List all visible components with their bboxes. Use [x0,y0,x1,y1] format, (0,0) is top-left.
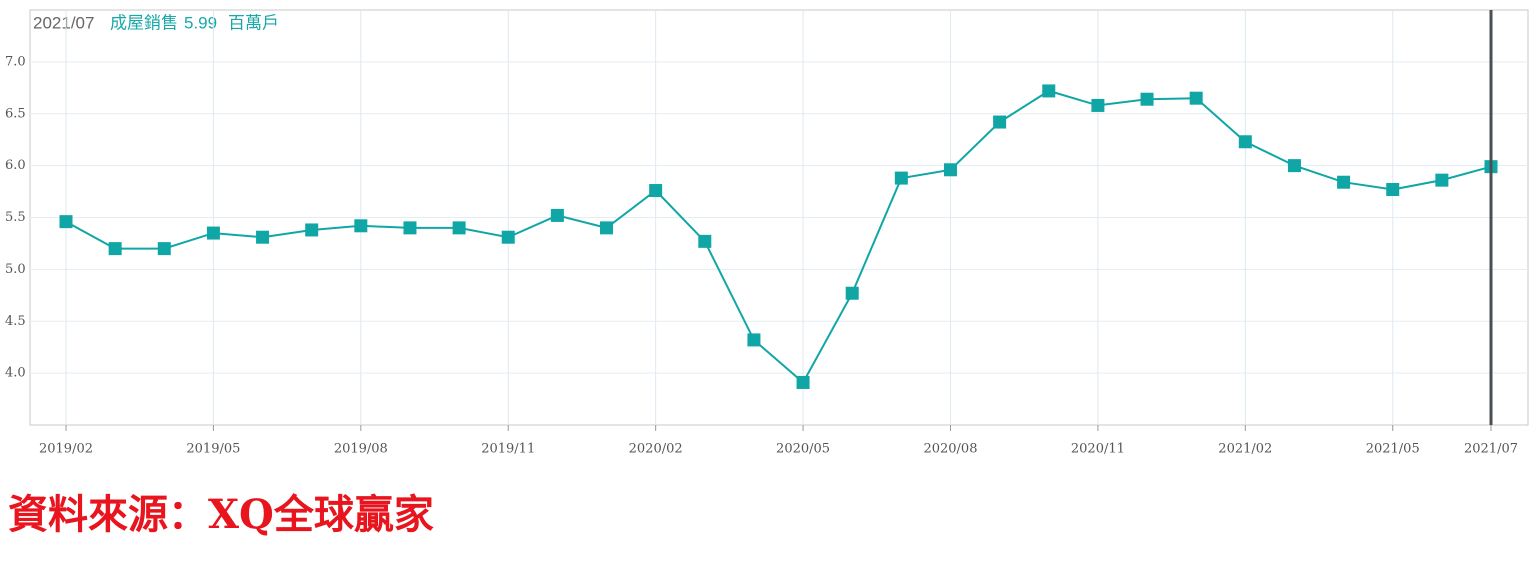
point [747,333,761,347]
x-tick-label: 2020/08 [923,442,977,457]
x-tick-label: 2021/02 [1218,442,1272,457]
y-tick-label: 6.0 [5,158,26,173]
point [649,184,663,198]
point [256,230,270,244]
y-tick-label: 4.0 [5,366,26,381]
point [1337,175,1351,189]
point [1140,92,1154,106]
point [157,242,171,256]
point [59,215,73,229]
point [1287,159,1301,173]
x-tick-label: 2019/02 [39,442,93,457]
source: 資料來源：XQ全球贏家 [8,491,434,538]
point [894,171,908,185]
x-tick-label: 2020/05 [776,442,830,457]
point [698,234,712,248]
x-tick-label: 2020/02 [629,442,683,457]
header-label: 成屋銷售 [110,13,178,32]
y-tick-label: 6.5 [5,106,26,121]
x-tick-label: 2019/08 [334,442,388,457]
header-value: 5.99 [184,13,217,32]
point [550,208,564,222]
x-tick-label: 2021/05 [1366,442,1420,457]
point [845,286,859,300]
y-tick-label: 7.0 [5,54,26,69]
x-tick-label: 2019/11 [481,442,535,457]
header-unit: 百萬戶 [228,13,279,32]
point [1189,91,1203,105]
point [354,219,368,233]
y-tick-label: 5.5 [5,210,26,225]
x-tick-label: 2020/11 [1071,442,1125,457]
point [403,221,417,235]
point [1238,135,1252,149]
point [1386,182,1400,196]
point [108,242,122,256]
point [1435,173,1449,187]
x-tick-label: 2019/05 [186,442,240,457]
point [305,223,319,237]
point [501,230,515,244]
point [1091,98,1105,112]
point [452,221,466,235]
y-tick-label: 5.0 [5,262,26,277]
x-tick-label: 2021/07 [1464,442,1518,457]
y-tick-label: 4.5 [5,314,26,329]
point [1042,84,1056,98]
point [993,115,1007,129]
point [796,375,810,389]
point [943,163,957,177]
line [65,89,1492,385]
point [206,226,220,240]
point [600,221,614,235]
header-date: 2021/07 [33,13,94,32]
